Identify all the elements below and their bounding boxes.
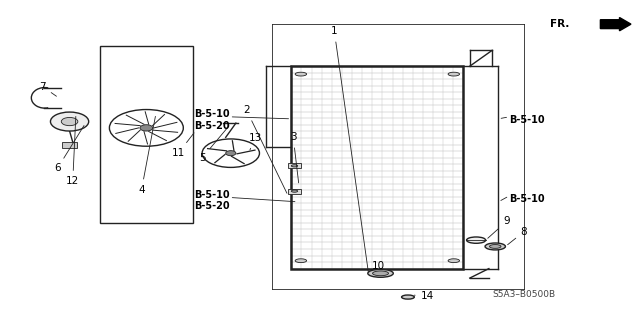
Text: 9: 9 <box>488 216 510 238</box>
Ellipse shape <box>448 259 460 263</box>
Ellipse shape <box>467 237 486 243</box>
Ellipse shape <box>368 269 394 277</box>
Ellipse shape <box>372 271 388 276</box>
Circle shape <box>51 112 89 131</box>
Text: 6: 6 <box>54 125 84 173</box>
Text: 1: 1 <box>331 26 369 272</box>
Text: B-5-10: B-5-10 <box>509 115 545 125</box>
Circle shape <box>226 151 236 156</box>
Text: 7: 7 <box>40 82 56 96</box>
Ellipse shape <box>295 72 307 76</box>
Bar <box>288 189 301 194</box>
Text: 5: 5 <box>199 126 229 163</box>
Ellipse shape <box>291 190 298 192</box>
Ellipse shape <box>295 259 307 263</box>
Circle shape <box>61 117 78 126</box>
Ellipse shape <box>401 295 414 299</box>
Bar <box>288 163 301 168</box>
Text: FR.: FR. <box>550 19 570 29</box>
Bar <box>62 142 77 148</box>
Ellipse shape <box>485 243 506 250</box>
Text: 10: 10 <box>368 261 385 271</box>
Text: B-5-10: B-5-10 <box>509 194 545 204</box>
Text: 8: 8 <box>508 226 527 245</box>
Text: 13: 13 <box>248 133 262 150</box>
FancyArrow shape <box>600 18 631 31</box>
Text: 14: 14 <box>414 291 434 301</box>
Ellipse shape <box>448 72 460 76</box>
Text: 11: 11 <box>172 133 194 158</box>
Text: 12: 12 <box>66 116 79 186</box>
Text: B-5-10
B-5-20: B-5-10 B-5-20 <box>194 190 230 211</box>
Ellipse shape <box>291 165 298 167</box>
Circle shape <box>109 109 183 146</box>
Text: 4: 4 <box>138 116 156 195</box>
Circle shape <box>202 139 259 167</box>
Circle shape <box>140 125 153 131</box>
Text: 2: 2 <box>243 106 287 193</box>
Text: S5A3–B0500B: S5A3–B0500B <box>492 290 556 299</box>
Text: 3: 3 <box>290 132 299 183</box>
Text: B-5-10
B-5-20: B-5-10 B-5-20 <box>194 109 230 131</box>
Ellipse shape <box>490 245 501 249</box>
